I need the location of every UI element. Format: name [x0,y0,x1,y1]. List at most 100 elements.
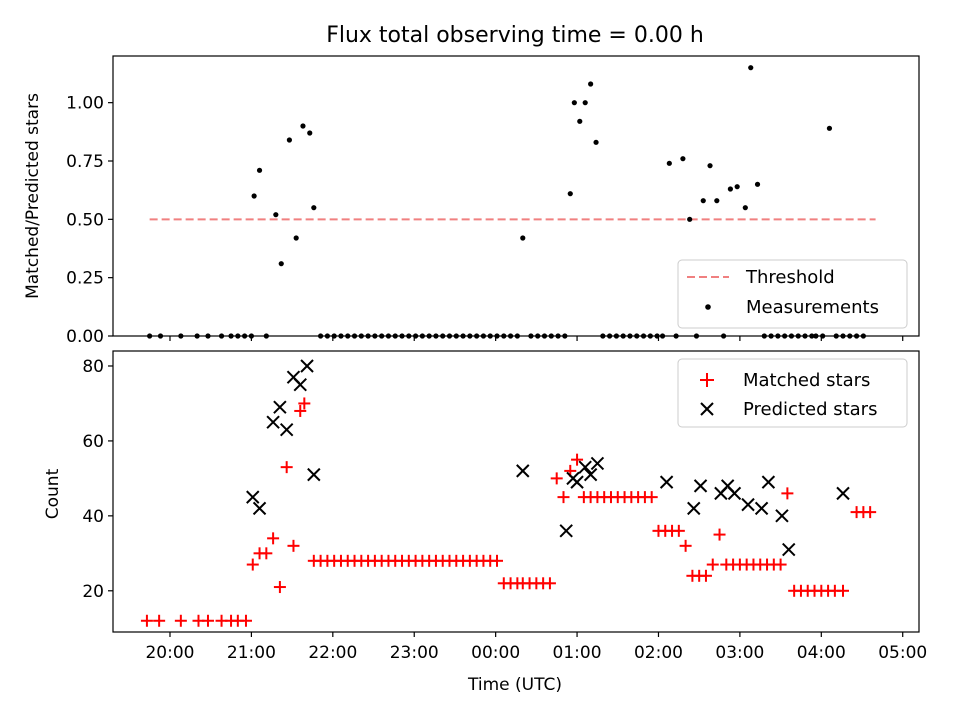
measurement-point [748,65,754,71]
top-legend: Threshold Measurements [677,259,908,329]
predicted-point [246,490,260,504]
predicted-point [727,486,742,501]
bottom-x-tick-label: 00:00 [471,643,520,663]
measurement-point [680,156,686,162]
measurement-point [520,235,526,241]
predicted-point [659,475,674,489]
measurement-point [742,205,748,211]
predicted-point [687,501,701,516]
top-legend-box [677,259,908,329]
legend-threshold-label: Threshold [745,267,835,288]
bottom-y-tick-label: 80 [82,357,104,377]
bottom-plot-area [140,359,877,627]
matched-point [679,539,692,552]
matched-point [153,614,166,627]
measurement-point [734,184,740,190]
predicted-point [741,497,755,512]
bottom-axes-frame [112,350,920,633]
predicted-point [279,422,294,437]
bottom-xlabel: Time (UTC) [467,675,562,695]
matched-point [774,558,787,571]
measurement-point [577,118,583,124]
bottom-ylabel: Count [43,468,63,519]
predicted-point [836,486,850,501]
predicted-point [516,464,530,478]
measurement-point [714,198,720,204]
matched-point [699,569,712,582]
matched-point [287,539,300,552]
measurement-point [707,163,713,169]
predicted-point [590,456,605,471]
bottom-x-tick-label: 21:00 [227,643,276,663]
predicted-point [775,509,789,523]
bottom-x-tick-label: 04:00 [797,643,846,663]
matched-point [273,581,286,594]
bottom-x-tick-label: 05:00 [878,643,927,663]
measurement-point [278,261,284,267]
bottom-x-tick-label: 22:00 [308,643,357,663]
matched-point [491,554,504,567]
matched-point [239,614,252,627]
predicted-point [559,524,573,538]
measurement-point [754,181,761,187]
measurement-point [666,160,672,166]
measurement-point [727,186,733,192]
matched-point [280,461,293,474]
measurement-point [826,125,833,131]
top-y-tick-label: 0.00 [66,327,104,347]
matched-point [140,614,153,627]
bottom-y-tick-label: 20 [82,582,104,602]
legend-matched-swatch [700,373,714,387]
bottom-x-tick-label: 03:00 [715,643,764,663]
measurement-point [256,167,263,173]
predicted-point [754,501,769,516]
matched-point [298,397,311,410]
bottom-axes: Count Time (UTC) 20 40 60 80 20:00 21:00 22:0… [43,350,927,695]
measurement-point [582,100,588,106]
top-axes-frame [112,55,920,337]
measurement-point [567,191,573,197]
matched-point [571,453,584,466]
bottom-x-tick-label: 01:00 [553,643,602,663]
top-ylabel: Matched/Predicted stars [23,93,43,299]
matched-point [706,558,719,571]
measurement-point [311,205,317,211]
matched-point [837,584,850,597]
measurement-point [687,216,693,222]
top-y-tick-label: 0.25 [66,269,104,289]
bottom-x-tick-label: 20:00 [145,643,194,663]
predicted-point [583,467,598,482]
bottom-y-tick-label: 40 [82,507,104,527]
legend-measurements-swatch [705,304,711,310]
measurement-point [300,123,306,129]
bottom-x-tick-label: 23:00 [390,643,439,663]
matched-point [174,614,187,627]
predicted-point [252,501,267,516]
measurement-point [588,81,594,87]
measurement-point [700,198,706,204]
matched-point [557,491,570,504]
bottom-y-tick-label: 60 [82,432,104,452]
legend-predicted-label: Predicted stars [743,399,877,420]
top-y-tick-label: 1.00 [66,94,104,114]
matched-point [713,528,726,541]
bottom-y-ticks: 20 40 60 80 [82,357,113,602]
measurement-point [273,212,279,218]
measurement-point [571,100,577,106]
bottom-legend: Matched stars Predicted stars [677,358,908,428]
predicted-point [578,460,592,474]
measurement-point [251,193,257,199]
legend-matched-label: Matched stars [743,370,870,391]
chart-title: Flux total observing time = 0.00 h [326,23,704,48]
predicted-point [782,542,796,557]
matched-point [672,524,685,537]
matched-point [645,491,658,504]
measurement-point [286,137,292,143]
bottom-legend-box [677,358,908,428]
bottom-x-ticks: 20:00 21:00 22:00 23:00 00:00 01:00 02:00 03:00… [145,632,927,663]
matched-point [550,472,563,485]
matched-point [294,404,307,417]
predicted-point [266,415,280,429]
top-y-tick-label: 0.50 [66,210,104,230]
